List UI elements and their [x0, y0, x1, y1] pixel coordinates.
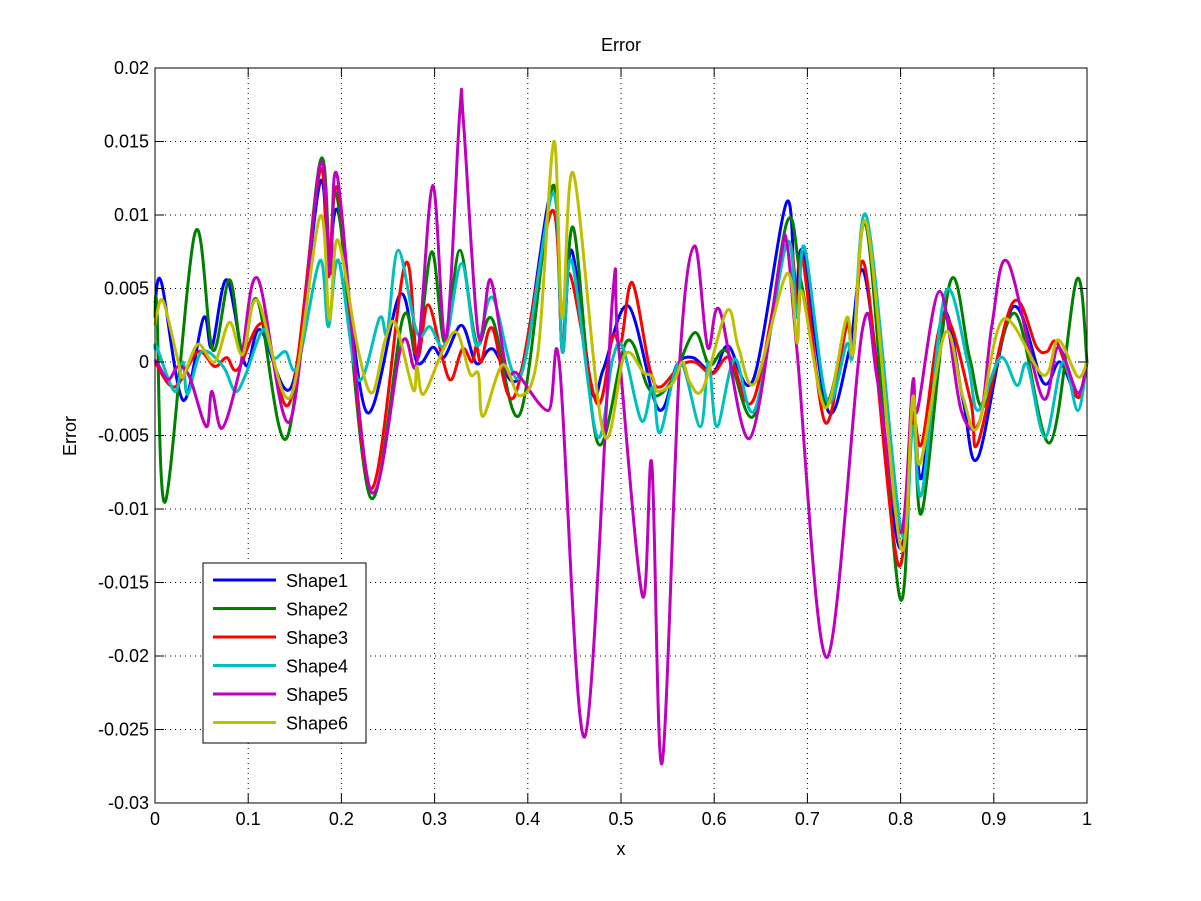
- legend-label: Shape3: [286, 628, 348, 648]
- y-tick-label: -0.025: [98, 720, 149, 740]
- x-tick-label: 0.4: [515, 809, 540, 829]
- x-tick-label: 0.3: [422, 809, 447, 829]
- legend-label: Shape6: [286, 714, 348, 734]
- x-tick-label: 0.2: [329, 809, 354, 829]
- y-tick-label: -0.02: [108, 646, 149, 666]
- legend-label: Shape1: [286, 571, 348, 591]
- x-tick-label: 1: [1082, 809, 1092, 829]
- legend-label: Shape5: [286, 685, 348, 705]
- y-tick-label: 0.01: [114, 205, 149, 225]
- y-tick-label: -0.015: [98, 573, 149, 593]
- x-tick-label: 0.5: [608, 809, 633, 829]
- y-tick-label: 0.015: [104, 132, 149, 152]
- legend: Shape1 Shape2 Shape3 Shape4 Shape5 Shape6: [202, 562, 367, 744]
- legend-label: Shape4: [286, 657, 348, 677]
- y-tick-label: 0.02: [114, 58, 149, 78]
- legend-box: [202, 562, 367, 744]
- series-line-shape6: [153, 139, 1089, 552]
- series-line-shape5: [153, 87, 1089, 766]
- y-axis-label: Error: [60, 416, 80, 456]
- y-tick-label: 0: [139, 352, 149, 372]
- x-tick-label: 0: [150, 809, 160, 829]
- x-tick-label: 0.1: [236, 809, 261, 829]
- legend-label: Shape2: [286, 600, 348, 620]
- y-tick-label: 0.005: [104, 279, 149, 299]
- x-tick-label: 0.9: [981, 809, 1006, 829]
- y-tick-label: -0.03: [108, 793, 149, 813]
- x-tick-label: 0.8: [888, 809, 913, 829]
- x-tick-label: 0.6: [702, 809, 727, 829]
- x-axis-label: x: [617, 839, 626, 859]
- series-lines: [153, 87, 1089, 766]
- y-tick-label: -0.01: [108, 499, 149, 519]
- ticks: 0 0.1 0.2 0.3 0.4 0.5 0.6 0.7 0.8 0.9 1 0.02 0.015 0.…: [98, 58, 1092, 829]
- x-tick-label: 0.7: [795, 809, 820, 829]
- chart-title: Error: [601, 35, 641, 55]
- y-tick-label: -0.005: [98, 426, 149, 446]
